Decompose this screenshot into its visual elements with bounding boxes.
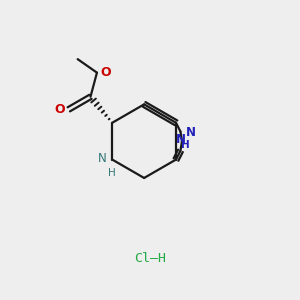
- Text: H: H: [108, 168, 116, 178]
- Text: H: H: [182, 140, 190, 150]
- Text: N: N: [186, 127, 196, 140]
- Text: N: N: [98, 152, 107, 165]
- Text: O: O: [100, 66, 110, 79]
- Text: Cl—H: Cl—H: [134, 252, 166, 266]
- Text: N: N: [176, 133, 186, 146]
- Text: O: O: [55, 103, 65, 116]
